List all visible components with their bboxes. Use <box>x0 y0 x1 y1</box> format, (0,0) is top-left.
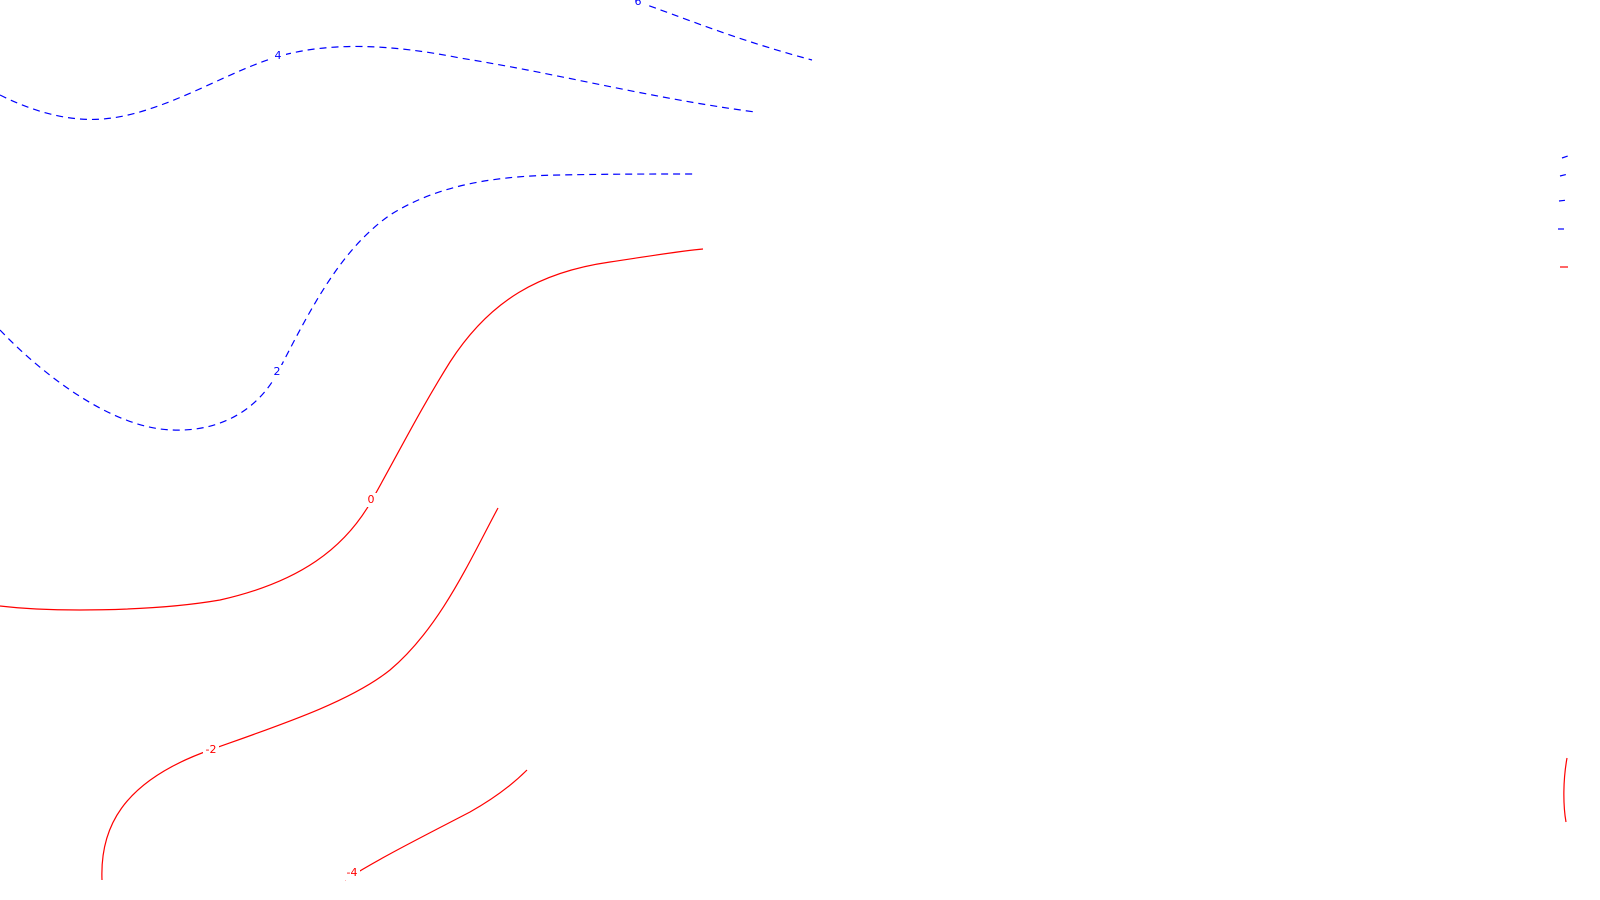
contour-label-4: 4 <box>275 49 282 62</box>
contour-label-background <box>269 365 285 379</box>
contour-label-background <box>630 0 646 9</box>
contour-lines <box>0 1 813 881</box>
edge-fragment-3 <box>1558 199 1569 202</box>
contour-label-background <box>270 49 286 63</box>
contour-label-neg4: -4 <box>347 866 358 879</box>
right-edge-fragments <box>1558 155 1569 823</box>
contour-label-6: 6 <box>635 0 642 8</box>
edge-fragment-1 <box>1561 155 1569 159</box>
contour-labels: 6 4 2 0 -2 -4 <box>203 0 646 880</box>
edge-fragment-6 <box>1563 757 1568 823</box>
contour-line-neg4 <box>344 769 528 881</box>
contour-line-6 <box>637 1 813 61</box>
contour-line-2 <box>0 173 694 431</box>
edge-fragment-2 <box>1559 173 1569 177</box>
contour-label-0: 0 <box>368 493 375 506</box>
contour-line-neg2 <box>101 507 499 881</box>
contour-line-4 <box>0 45 756 121</box>
contour-label-2: 2 <box>274 365 281 378</box>
contour-label-neg2: -2 <box>206 743 217 756</box>
contour-label-background <box>203 743 219 757</box>
contour-line-0 <box>0 248 704 611</box>
contour-label-background <box>363 493 379 507</box>
contour-label-background <box>344 866 360 880</box>
